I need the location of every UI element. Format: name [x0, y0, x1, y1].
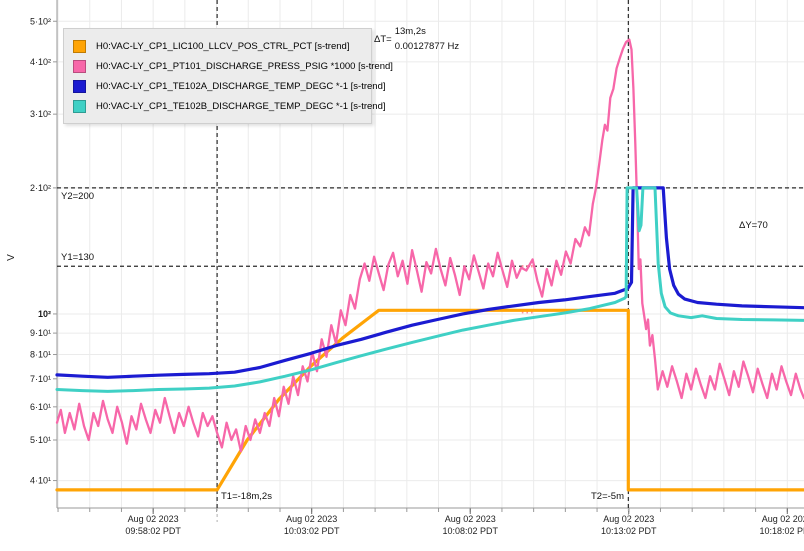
series-te102b-path — [55, 186, 804, 393]
x-tick-time: 10:13:02 PDT — [601, 526, 657, 536]
legend-item-lic100[interactable]: H0:VAC-LY_CP1_LIC100_LLCV_POS_CTRL_PCT [… — [73, 36, 362, 56]
x-tick-time: 10:18:02 PDT — [760, 526, 804, 536]
legend-label: H0:VAC-LY_CP1_TE102A_DISCHARGE_TEMP_DEGC… — [96, 80, 386, 92]
y-axis-title: V — [5, 254, 17, 261]
y-tick-label: 5·10² — [30, 16, 51, 26]
y-tick-label: 9·10¹ — [30, 328, 51, 338]
x-tick-date: Aug 02 2023 — [603, 514, 654, 524]
cursor-t2-label[interactable]: T2=-5m — [591, 491, 624, 502]
x-tick-date: Aug 02 2023 — [445, 514, 496, 524]
y-tick-label: 4·10¹ — [30, 476, 51, 486]
x-tick-time: 10:03:02 PDT — [284, 526, 340, 536]
legend-box: H0:VAC-LY_CP1_LIC100_LLCV_POS_CTRL_PCT [… — [63, 28, 393, 124]
delta-t-duration: 13m,2s — [394, 26, 426, 37]
x-tick-time: 09:58:02 PDT — [125, 526, 181, 536]
series-te102a-path — [55, 186, 804, 379]
delta-t-frequency: 0.00127877 Hz — [394, 41, 460, 52]
legend-swatch-cyan — [73, 99, 86, 113]
legend-label: H0:VAC-LY_CP1_TE102B_DISCHARGE_TEMP_DEGC… — [96, 100, 386, 112]
delta-t-prefix: ΔT= — [374, 33, 392, 45]
legend-swatch-pink — [73, 59, 86, 73]
y-tick-label: 3·10² — [30, 109, 51, 119]
x-tick-time: 10:08:02 PDT — [442, 526, 498, 536]
series-lic100-path — [55, 308, 804, 492]
cursor-y1-label[interactable]: Y1=130 — [61, 252, 95, 263]
delta-t-annotation: ΔT= 13m,2s 0.00127877 Hz — [374, 24, 459, 54]
delta-t-values: 13m,2s 0.00127877 Hz — [395, 24, 459, 54]
y-tick-label: 2·10² — [30, 183, 51, 193]
legend-swatch-blue — [73, 79, 86, 93]
x-tick-date: Aug 02 2023 — [286, 514, 337, 524]
series-pt101-path — [55, 38, 804, 453]
x-tick-date: Aug 02 2023 — [128, 514, 179, 524]
cursor-y2-label[interactable]: Y2=200 — [61, 191, 95, 202]
legend-label: H0:VAC-LY_CP1_PT101_DISCHARGE_PRESS_PSIG… — [96, 60, 393, 72]
y-tick-label: 4·10² — [30, 57, 51, 67]
cursor-t1-label[interactable]: T1=-18m,2s — [221, 491, 272, 502]
delta-y-annotation: ΔY=70 — [739, 220, 768, 231]
legend-item-pt101[interactable]: H0:VAC-LY_CP1_PT101_DISCHARGE_PRESS_PSIG… — [73, 56, 393, 76]
legend-label: H0:VAC-LY_CP1_LIC100_LLCV_POS_CTRL_PCT [… — [96, 40, 350, 52]
legend-item-te102a[interactable]: H0:VAC-LY_CP1_TE102A_DISCHARGE_TEMP_DEGC… — [73, 76, 386, 96]
y-tick-label: 8·10¹ — [30, 350, 51, 360]
y-tick-label: 7·10¹ — [30, 374, 51, 384]
legend-swatch-orange — [73, 39, 86, 53]
y-tick-label: 10² — [38, 309, 51, 319]
legend-item-te102b[interactable]: H0:VAC-LY_CP1_TE102B_DISCHARGE_TEMP_DEGC… — [73, 96, 386, 116]
x-tick-date: Aug 02 2023 — [762, 514, 804, 524]
y-tick-label: 6·10¹ — [30, 402, 51, 412]
y-tick-label: 5·10¹ — [30, 435, 51, 445]
